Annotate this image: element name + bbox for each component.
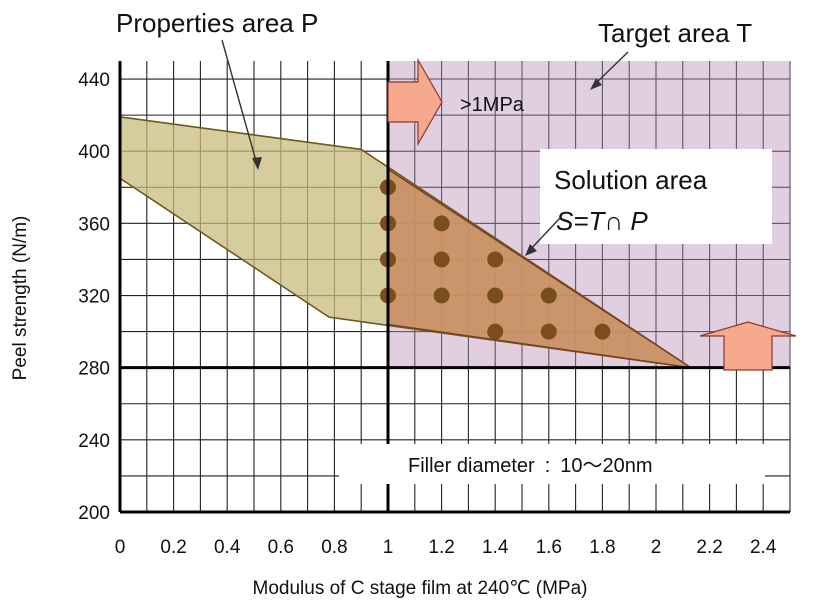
x-tick-label: 0.8 <box>321 537 347 558</box>
solution-point <box>540 287 557 304</box>
x-tick-label: 2.2 <box>696 537 722 558</box>
target-leader-arrowhead <box>590 78 602 90</box>
x-tick-label: 1.6 <box>536 537 562 558</box>
solution-leader-line <box>527 217 561 253</box>
x-tick-label: 2 <box>651 537 662 558</box>
x-tick-label: 2.4 <box>750 537 777 558</box>
properties-leader-arrowhead <box>252 157 262 170</box>
y-tick-label: 280 <box>78 359 110 380</box>
solution-point <box>487 323 504 340</box>
y-tick-label: 400 <box>78 142 110 163</box>
solution-point <box>487 287 504 304</box>
x-tick-label: 1.2 <box>428 537 454 558</box>
filler-annotation: Filler diameter : 10〜20nm <box>408 455 653 477</box>
properties-leader-line <box>221 39 259 169</box>
solution-area-label: Solution area <box>554 165 708 195</box>
arrow-right-icon <box>387 57 443 147</box>
x-tick-label: 1.8 <box>589 537 615 558</box>
arrow-up-icon <box>699 321 797 371</box>
solution-point <box>540 323 557 340</box>
solution-point <box>594 323 611 340</box>
solution-area-formula: S=T∩ P <box>556 206 648 236</box>
y-axis-title: Peel strength (N/m) <box>10 216 31 381</box>
x-tick-label: 0.2 <box>160 537 186 558</box>
x-tick-label: 1.4 <box>482 537 509 558</box>
solution-point <box>433 215 450 232</box>
y-tick-label: 240 <box>78 431 110 452</box>
properties-area-label-text: Properties area P <box>116 8 318 38</box>
tick-labels: 0 0.2 0.4 0.6 0.8 1 1.2 1.4 1.6 1.8 2 2.2 2.4 200 240 2… <box>78 70 777 558</box>
target-area-label: Target area T <box>598 18 752 48</box>
filler-box <box>339 444 765 484</box>
x-tick-label: 0 <box>115 537 126 558</box>
x-tick-label: 1 <box>383 537 394 558</box>
properties-area-label: Properties area P <box>116 8 318 38</box>
y-tick-label: 200 <box>78 503 110 524</box>
target-leader-line <box>592 51 629 87</box>
y-tick-label: 360 <box>78 214 110 235</box>
solution-point <box>433 251 450 268</box>
target-arrow-label: >1MPa <box>460 94 525 116</box>
y-tick-label: 440 <box>78 70 110 91</box>
axes <box>118 61 790 514</box>
solution-point <box>433 287 450 304</box>
x-tick-label: 0.4 <box>214 537 241 558</box>
solution-label-box <box>540 149 772 244</box>
x-tick-label: 0.6 <box>268 537 294 558</box>
solution-point <box>487 251 504 268</box>
y-tick-label: 320 <box>78 287 110 308</box>
solution-leader-arrowhead <box>525 244 537 256</box>
x-axis-title: Modulus of C stage film at 240℃ (MPa) <box>253 578 588 599</box>
